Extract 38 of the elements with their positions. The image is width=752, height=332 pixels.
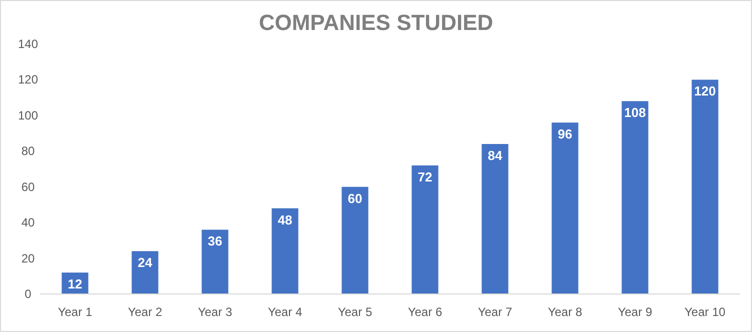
y-tick-label: 80 <box>21 144 35 158</box>
data-label: 72 <box>418 169 432 184</box>
x-tick-label: Year 5 <box>338 305 372 319</box>
data-label: 96 <box>558 126 572 142</box>
y-tick-label: 120 <box>18 72 38 87</box>
x-tick-label: Year 8 <box>548 305 582 319</box>
x-tick-label: Year 4 <box>268 305 302 319</box>
data-label: 120 <box>694 84 716 99</box>
data-label: 24 <box>138 255 153 270</box>
y-tick-label: 140 <box>18 37 38 51</box>
bar <box>692 80 718 294</box>
data-label: 108 <box>624 105 646 120</box>
data-label: 60 <box>348 190 362 206</box>
bar <box>342 186 368 294</box>
data-label: 36 <box>208 234 222 249</box>
y-tick-label: 100 <box>18 108 38 122</box>
bar <box>132 251 158 294</box>
x-tick-label: Year 10 <box>684 305 726 319</box>
bar <box>272 208 298 294</box>
x-tick-label: Year 1 <box>58 305 92 319</box>
y-tick-label: 20 <box>21 251 35 266</box>
y-tick-label: 0 <box>24 287 32 301</box>
x-tick-label: Year 2 <box>128 305 162 319</box>
chart-title: COMPANIES STUDIED <box>258 10 494 35</box>
x-tick-label: Year 3 <box>198 305 232 319</box>
y-tick-label: 60 <box>21 180 35 194</box>
x-tick-label: Year 7 <box>478 305 512 319</box>
bar <box>202 230 228 294</box>
y-tick-label: 40 <box>21 216 35 230</box>
data-label: 48 <box>278 212 292 228</box>
bar <box>482 144 508 294</box>
bar <box>412 165 438 294</box>
bar <box>552 122 578 294</box>
data-label: 84 <box>488 148 503 163</box>
x-tick-label: Year 6 <box>408 305 442 319</box>
x-tick-label: Year 9 <box>618 305 652 319</box>
data-label: 12 <box>68 276 82 292</box>
bar <box>622 101 648 294</box>
